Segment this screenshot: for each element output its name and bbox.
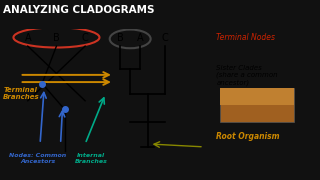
Text: Internal
Branches: Internal Branches bbox=[75, 153, 108, 164]
Text: B: B bbox=[116, 33, 123, 43]
Text: ANALYZING CLADOGRAMS: ANALYZING CLADOGRAMS bbox=[3, 5, 155, 15]
Text: C: C bbox=[162, 33, 168, 43]
Text: Terminal Nodes: Terminal Nodes bbox=[217, 33, 276, 42]
Text: B: B bbox=[53, 33, 60, 43]
Bar bbox=[220, 88, 293, 105]
Text: A: A bbox=[24, 33, 31, 43]
Text: Root Organism: Root Organism bbox=[217, 132, 280, 141]
Text: Terminal
Branches: Terminal Branches bbox=[3, 87, 40, 100]
Text: Nodes: Common
Ancestors: Nodes: Common Ancestors bbox=[9, 153, 67, 164]
Bar bbox=[220, 88, 293, 122]
Text: A: A bbox=[137, 33, 144, 43]
Text: Sister Clades
(share a common
ancestor): Sister Clades (share a common ancestor) bbox=[217, 65, 278, 86]
Text: C: C bbox=[82, 33, 89, 43]
